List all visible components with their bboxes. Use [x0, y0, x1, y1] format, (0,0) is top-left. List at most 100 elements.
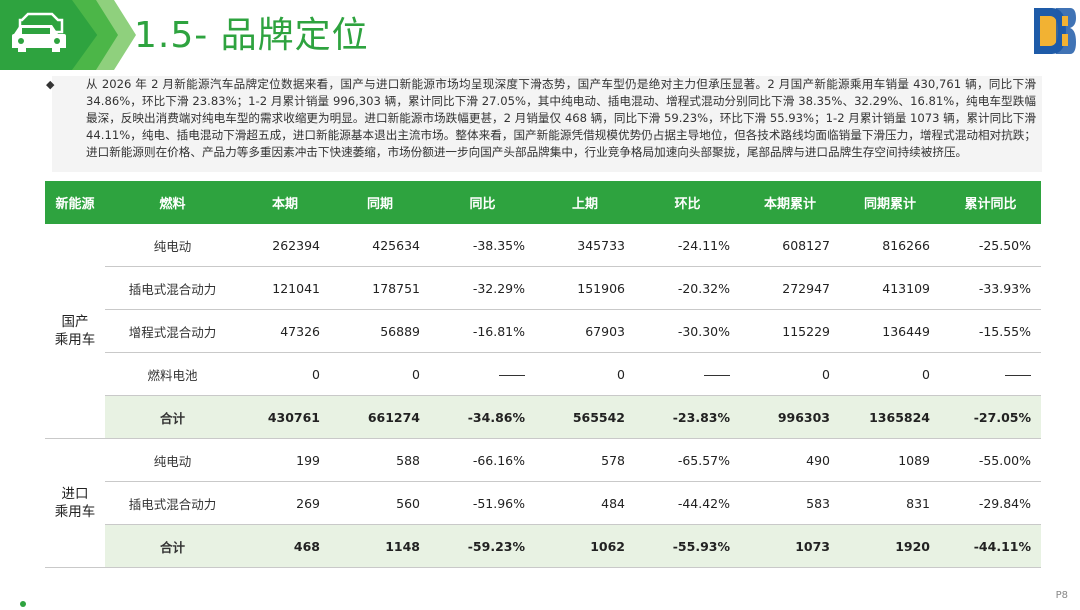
- fuel-type-cell: 插电式混合动力: [105, 481, 240, 525]
- fuel-type-cell: 插电式混合动力: [105, 266, 240, 310]
- table-header-cell: 燃料: [105, 181, 240, 224]
- value-cell-cum-base: 136449: [840, 309, 940, 353]
- table-total-row: 合计 468 1148 -59.23% 1062 -55.93% 1073 1920 -44.1…: [45, 524, 1041, 568]
- value-cell-yoy-base: 560: [330, 481, 430, 525]
- value-cell-cum: 272947: [740, 266, 840, 310]
- value-cell-cur: 430761: [240, 395, 330, 439]
- total-label: 合计: [105, 395, 240, 439]
- table-header-cell: 同期: [330, 181, 430, 224]
- value-cell-prev: 1062: [535, 524, 635, 568]
- value-cell-cur: 121041: [240, 266, 330, 310]
- value-cell-prev: 345733: [535, 224, 635, 267]
- value-cell-prev: 484: [535, 481, 635, 525]
- table-header-cell: 上期: [535, 181, 635, 224]
- value-cell-yoy-base: 425634: [330, 224, 430, 267]
- empty-dash: [704, 374, 730, 376]
- value-cell-prev: 0: [535, 352, 635, 396]
- table-row: 国产 乘用车 纯电动 262394 425634 -38.35% 345733 -24.11%…: [45, 224, 1041, 439]
- category-cell: 进口 乘用车: [45, 438, 105, 568]
- value-cell-yoy: -38.35%: [430, 224, 535, 267]
- value-cell-yoy-base: 588: [330, 438, 430, 482]
- page-title: 1.5- 品牌定位: [134, 15, 369, 56]
- table-header-cell: 本期累计: [740, 181, 840, 224]
- empty-dash: [499, 374, 525, 376]
- value-cell-mom: -20.32%: [635, 266, 740, 310]
- value-cell-mom: -44.42%: [635, 481, 740, 525]
- value-cell-cum-yoy: -55.00%: [940, 438, 1041, 482]
- value-cell-yoy: [430, 352, 535, 396]
- table-header-cell: 累计同比: [940, 181, 1041, 224]
- empty-dash: [1005, 374, 1031, 376]
- value-cell-cum: 608127: [740, 224, 840, 267]
- value-cell-prev: 565542: [535, 395, 635, 439]
- value-cell-cur: 269: [240, 481, 330, 525]
- value-cell-cum-base: 0: [840, 352, 940, 396]
- footer-dot: [20, 601, 26, 607]
- value-cell-cum: 115229: [740, 309, 840, 353]
- page-number: P8: [1055, 590, 1068, 601]
- value-cell-prev: 67903: [535, 309, 635, 353]
- value-cell-cum-yoy: -33.93%: [940, 266, 1041, 310]
- table-row: 插电式混合动力 121041 178751 -32.29% 151906 -20.32% 2…: [45, 266, 1041, 310]
- value-cell-mom: -24.11%: [635, 224, 740, 267]
- category-cell: 国产 乘用车: [45, 224, 105, 439]
- value-cell-mom: -55.93%: [635, 524, 740, 568]
- value-cell-yoy-base: 0: [330, 352, 430, 396]
- brand-logo: [1034, 8, 1076, 54]
- value-cell-cum: 0: [740, 352, 840, 396]
- value-cell-mom: -30.30%: [635, 309, 740, 353]
- value-cell-cum: 1073: [740, 524, 840, 568]
- value-cell-yoy: -51.96%: [430, 481, 535, 525]
- table-header-cell: 同比: [430, 181, 535, 224]
- category-label: 乘用车: [54, 504, 96, 520]
- value-cell-cum-base: 831: [840, 481, 940, 525]
- category-label: 进口: [61, 486, 89, 502]
- value-cell-cur: 262394: [240, 224, 330, 267]
- value-cell-cur: 47326: [240, 309, 330, 353]
- value-cell-yoy: -34.86%: [430, 395, 535, 439]
- value-cell-cum-base: 1365824: [840, 395, 940, 439]
- category-label: 乘用车: [54, 332, 96, 348]
- value-cell-yoy: -32.29%: [430, 266, 535, 310]
- fuel-type-cell: 纯电动: [105, 438, 240, 482]
- table-total-row: 合计 430761 661274 -34.86% 565542 -23.83% 996303…: [45, 395, 1041, 439]
- value-cell-cum-yoy: -15.55%: [940, 309, 1041, 353]
- fuel-type-cell: 燃料电池: [105, 352, 240, 396]
- value-cell-cum-yoy: -27.05%: [940, 395, 1041, 439]
- value-cell-yoy: -66.16%: [430, 438, 535, 482]
- value-cell-cum: 583: [740, 481, 840, 525]
- value-cell-cum-base: 413109: [840, 266, 940, 310]
- value-cell-yoy-base: 1148: [330, 524, 430, 568]
- fuel-type-cell: 纯电动: [105, 224, 240, 267]
- table-header-row: 新能源 燃料 本期 同期 同比 上期 环比 本期累计 同期累计 累计同比: [45, 181, 1041, 224]
- value-cell-cur: 468: [240, 524, 330, 568]
- table-header-cell: 新能源: [45, 181, 105, 224]
- table-header-cell: 本期: [240, 181, 330, 224]
- value-cell-cum-yoy: [940, 352, 1041, 396]
- car-icon: [12, 12, 66, 52]
- value-cell-cum: 996303: [740, 395, 840, 439]
- table-header-cell: 同期累计: [840, 181, 940, 224]
- summary-box: ◆ 从 2026 年 2 月新能源汽车品牌定位数据来看，国产与进口新能源市场均呈…: [46, 76, 1042, 172]
- value-cell-cum-yoy: -29.84%: [940, 481, 1041, 525]
- value-cell-yoy: -16.81%: [430, 309, 535, 353]
- value-cell-mom: -23.83%: [635, 395, 740, 439]
- table-row: 进口 乘用车 纯电动 199 588 -66.16% 578 -65.57% 490 1089 -5…: [45, 438, 1041, 568]
- table-row: 增程式混合动力 47326 56889 -16.81% 67903 -30.30% 1152…: [45, 309, 1041, 353]
- category-label: 国产: [61, 314, 89, 330]
- sales-table-wrap: 新能源 燃料 本期 同期 同比 上期 环比 本期累计 同期累计 累计同比 国产 乘用车 纯电动 2623…: [45, 181, 1041, 568]
- value-cell-cum-base: 816266: [840, 224, 940, 267]
- fuel-type-cell: 增程式混合动力: [105, 309, 240, 353]
- value-cell-yoy-base: 56889: [330, 309, 430, 353]
- value-cell-cum-base: 1920: [840, 524, 940, 568]
- value-cell-cur: 199: [240, 438, 330, 482]
- table-header-cell: 环比: [635, 181, 740, 224]
- value-cell-prev: 151906: [535, 266, 635, 310]
- value-cell-cum-yoy: -25.50%: [940, 224, 1041, 267]
- sales-table: 新能源 燃料 本期 同期 同比 上期 环比 本期累计 同期累计 累计同比 国产 乘用车 纯电动 2623…: [45, 181, 1041, 568]
- table-row: 燃料电池 0 0 0 0 0: [45, 352, 1041, 396]
- value-cell-cum-base: 1089: [840, 438, 940, 482]
- value-cell-cum-yoy: -44.11%: [940, 524, 1041, 568]
- value-cell-cur: 0: [240, 352, 330, 396]
- value-cell-mom: [635, 352, 740, 396]
